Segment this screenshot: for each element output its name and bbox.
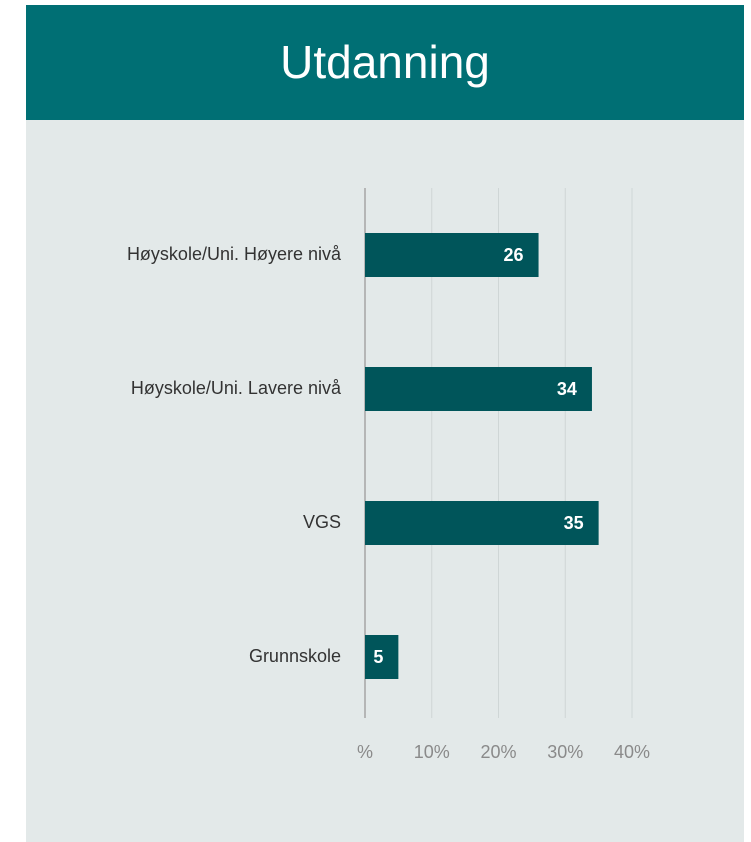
bar (365, 233, 539, 277)
x-tick-label: 20% (480, 742, 516, 762)
x-tick-label: 10% (414, 742, 450, 762)
y-tick-label: VGS (303, 512, 341, 532)
data-label: 34 (557, 379, 577, 399)
x-tick-label: 30% (547, 742, 583, 762)
x-tick-label: % (357, 742, 373, 762)
y-tick-label: Høyskole/Uni. Lavere nivå (131, 378, 342, 398)
panel (26, 120, 744, 842)
bar (365, 635, 399, 679)
x-tick-label: 40% (614, 742, 650, 762)
data-label: 35 (564, 513, 584, 533)
y-tick-label: Høyskole/Uni. Høyere nivå (127, 244, 342, 264)
y-tick-label: Grunnskole (249, 646, 341, 666)
data-label: 5 (373, 647, 383, 667)
chart-title: Utdanning (280, 36, 490, 88)
data-label: 26 (504, 245, 524, 265)
bar (365, 501, 599, 545)
bar (365, 367, 592, 411)
header (26, 5, 744, 120)
